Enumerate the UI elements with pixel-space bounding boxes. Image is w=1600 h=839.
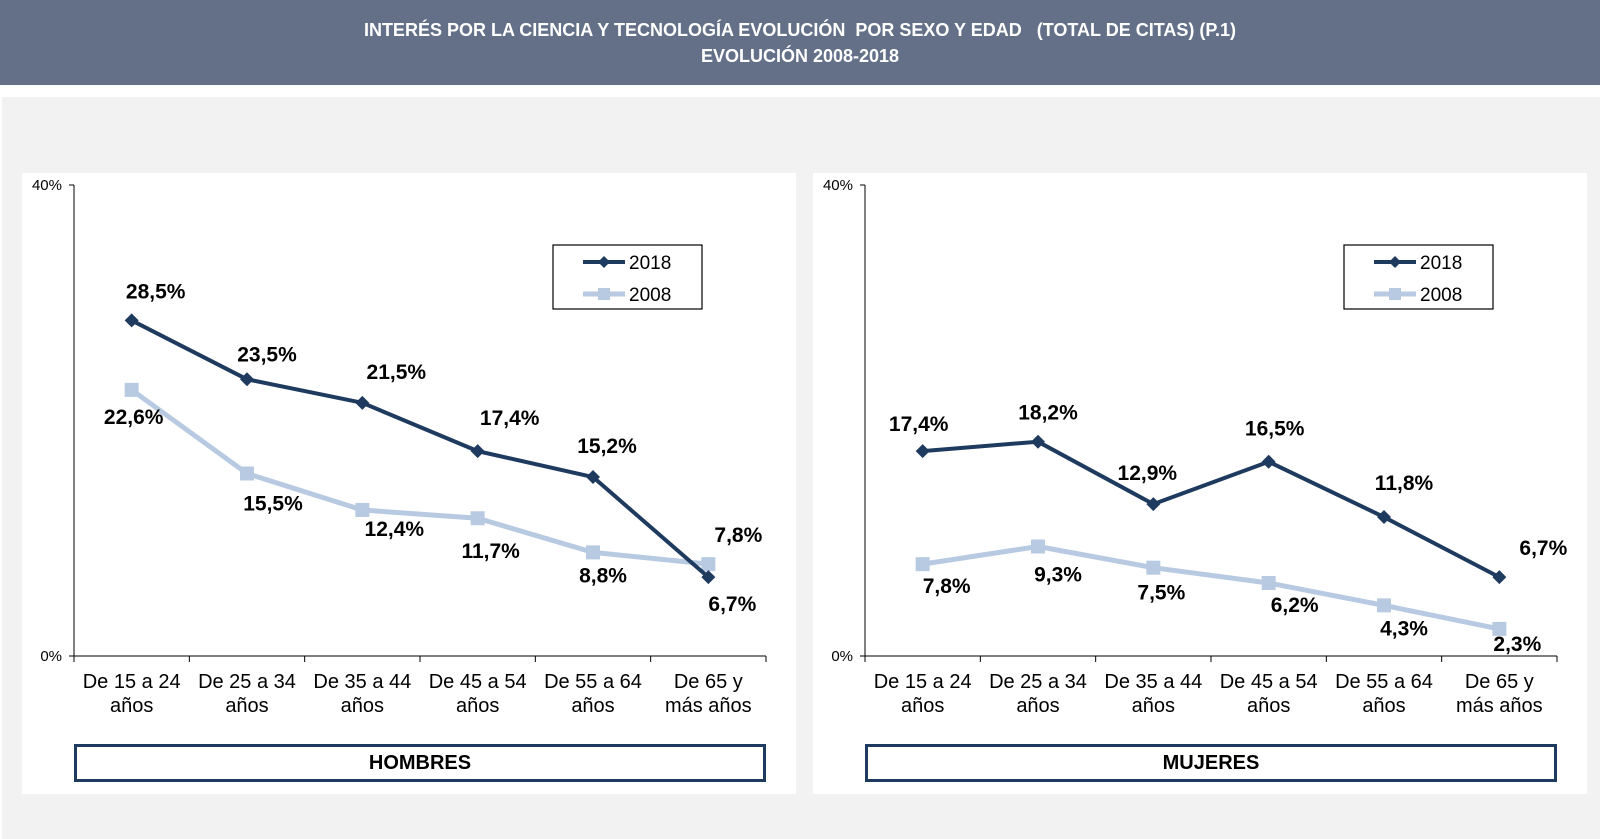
legend-label-2018: 2018 [629, 253, 671, 274]
x-tick-label: De 65 y [1465, 671, 1534, 693]
data-label-2018: 23,5% [237, 343, 297, 366]
data-point-2008 [1492, 621, 1507, 636]
x-tick-label: años [1247, 695, 1290, 717]
data-point-2008 [586, 545, 600, 560]
x-tick-label: De 25 a 34 [989, 671, 1087, 693]
data-label-2008: 2,3% [1493, 633, 1541, 656]
x-tick-label: más años [1456, 695, 1543, 717]
group-label-hombres: HOMBRES [74, 744, 766, 782]
report-header: INTERÉS POR LA CIENCIA Y TECNOLOGÍA EVOL… [0, 0, 1600, 85]
data-label-2018: 28,5% [126, 280, 186, 303]
data-label-2018: 17,4% [480, 407, 540, 430]
y-tick-label: 0% [40, 648, 62, 665]
data-point-2018 [1377, 510, 1391, 525]
legend-label-2018: 2018 [1420, 253, 1462, 274]
chart-subtitle: EVOLUCIÓN 2008-2018 [700, 46, 900, 66]
series-line-2018 [130, 318, 710, 579]
chart-title: INTERÉS POR LA CIENCIA Y TECNOLOGÍA EVOL… [363, 20, 1237, 40]
x-tick-label: años [1362, 695, 1405, 717]
chart-panel-mujeres: 0% 40% De 15 a 24 años De 25 a 34 años De 35 a… [813, 173, 1587, 794]
data-label-2008: 7,5% [1137, 582, 1185, 605]
data-label-2008: 7,8% [714, 524, 762, 547]
data-point-2018 [1261, 454, 1276, 469]
data-label-2008: 7,8% [923, 575, 971, 598]
y-tick-label: 40% [32, 177, 62, 194]
x-tick-label: años [225, 695, 268, 717]
x-tick-label: De 45 a 54 [429, 671, 527, 693]
data-label-2008: 8,8% [579, 564, 627, 587]
data-point-2018 [915, 444, 930, 459]
data-point-2018 [1146, 497, 1161, 512]
x-tick-label: años [341, 695, 384, 717]
legend-marker-2018 [598, 256, 610, 268]
data-label-2008: 22,6% [104, 406, 164, 429]
data-point-2008 [240, 466, 254, 481]
series-line-2008 [922, 543, 1500, 632]
legend-marker-2008 [1389, 288, 1401, 300]
x-tick-label: años [901, 695, 944, 717]
data-point-2008 [1377, 598, 1391, 613]
legend-box [552, 244, 703, 310]
x-tick-label: más años [665, 695, 752, 717]
data-point-2018 [1492, 570, 1507, 585]
y-tick-label: 40% [823, 177, 853, 194]
data-point-2008 [124, 382, 139, 397]
data-point-2018 [1031, 434, 1045, 449]
data-label-2008: 4,3% [1380, 617, 1428, 640]
data-label-2018: 21,5% [367, 361, 427, 384]
x-tick-label: De 15 a 24 [874, 671, 972, 693]
x-tick-label: años [571, 695, 614, 717]
x-tick-label: años [1132, 695, 1175, 717]
data-point-2008 [915, 557, 930, 572]
x-tick-label: De 35 a 44 [1104, 671, 1202, 693]
x-tick-label: años [110, 695, 153, 717]
legend-marker-2018 [1389, 256, 1401, 268]
data-point-2008 [701, 557, 716, 572]
chart-panel-hombres: 0% 40% De 15 a 24 años De 25 a 34 años De 35 a… [22, 173, 796, 794]
data-point-2008 [1146, 560, 1161, 575]
data-point-2018 [470, 444, 485, 459]
data-label-2018: 11,8% [1375, 472, 1434, 495]
legend-box [1343, 244, 1494, 310]
data-label-2008: 11,7% [461, 540, 520, 563]
series-line-2008 [130, 387, 709, 567]
x-tick-label: De 55 a 64 [1335, 671, 1433, 693]
data-label-2018: 16,5% [1245, 418, 1305, 441]
data-label-2018: 6,7% [708, 593, 756, 616]
x-tick-label: De 15 a 24 [83, 671, 181, 693]
data-label-2008: 15,5% [243, 492, 303, 515]
data-point-2008 [355, 502, 370, 517]
x-tick-label: De 45 a 54 [1220, 671, 1318, 693]
x-tick-label: años [1016, 695, 1059, 717]
series-line-2018 [922, 439, 1501, 579]
data-label-2018: 12,9% [1118, 462, 1178, 485]
data-point-2008 [1261, 575, 1276, 590]
x-tick-label: De 25 a 34 [198, 671, 296, 693]
x-tick-label: De 35 a 44 [313, 671, 411, 693]
x-tick-label: años [456, 695, 499, 717]
data-label-2018: 18,2% [1018, 402, 1078, 425]
data-point-2018 [355, 395, 370, 410]
data-point-2008 [1031, 539, 1045, 554]
legend-label-2008: 2008 [629, 285, 671, 306]
data-point-2008 [470, 511, 485, 526]
data-label-2018: 15,2% [577, 435, 637, 458]
data-label-2008: 9,3% [1034, 563, 1082, 586]
x-tick-label: De 65 y [674, 671, 743, 693]
y-tick-label: 0% [831, 648, 853, 665]
data-point-2018 [701, 570, 716, 585]
data-point-2018 [240, 372, 254, 387]
data-label-2008: 12,4% [365, 518, 425, 541]
data-point-2018 [586, 470, 600, 485]
data-label-2008: 6,2% [1271, 594, 1319, 617]
legend-marker-2008 [598, 288, 610, 300]
legend-label-2008: 2008 [1420, 285, 1462, 306]
data-label-2018: 17,4% [889, 413, 949, 436]
data-label-2018: 6,7% [1519, 537, 1567, 560]
data-point-2018 [124, 313, 139, 328]
group-label-mujeres: MUJERES [865, 744, 1557, 782]
x-tick-label: De 55 a 64 [544, 671, 642, 693]
